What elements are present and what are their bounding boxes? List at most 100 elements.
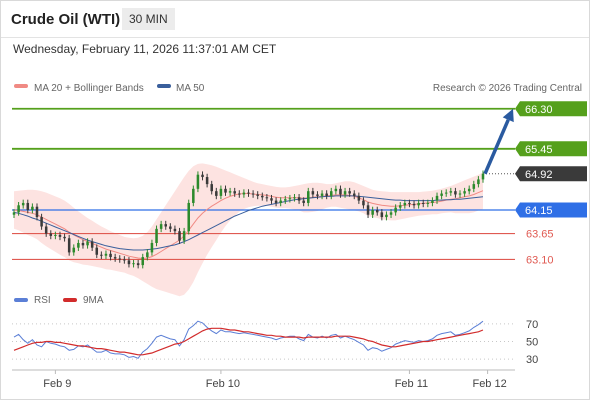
candle-body <box>311 191 315 195</box>
candle-body <box>467 188 471 192</box>
resistance-level-label: 65.45 <box>525 144 553 156</box>
x-tick-label: Feb 9 <box>43 378 71 390</box>
candle-body <box>205 177 209 185</box>
chart-datetime: Wednesday, February 11, 2026 11:37:01 AM… <box>13 42 277 56</box>
candle-body <box>224 188 227 193</box>
candle-body <box>348 191 351 194</box>
resistance-level-tag <box>515 101 587 117</box>
candle-body <box>417 202 420 206</box>
candle-body <box>132 263 135 265</box>
rsi-tick-label: 70 <box>526 319 538 331</box>
candle-body <box>316 194 319 196</box>
support-level-label: 63.65 <box>526 229 554 241</box>
rsi-legend-label: RSI <box>34 295 51 306</box>
candle-body <box>26 202 30 211</box>
candle-body <box>435 195 439 201</box>
pivot-level-tag <box>515 202 587 218</box>
candle-body <box>454 191 457 195</box>
candle-body <box>408 202 411 204</box>
candle-body <box>256 194 259 196</box>
candle-body <box>118 258 122 260</box>
candle-body <box>412 203 416 206</box>
candle-body <box>178 231 181 241</box>
candle-body <box>481 173 485 180</box>
candle-body <box>215 191 218 196</box>
timeframe-button[interactable]: 30 MIN <box>122 8 175 30</box>
rsi-tick-label: 50 <box>526 337 538 349</box>
candle-body <box>398 205 402 208</box>
candle-body <box>389 212 393 215</box>
candle-body <box>330 191 333 196</box>
bollinger-band-area <box>14 163 483 297</box>
rsi-legend-swatch <box>14 298 28 302</box>
candle-body <box>146 252 149 258</box>
candle-body <box>371 210 374 215</box>
candle-body <box>297 197 301 201</box>
ma9-legend-swatch <box>63 298 77 302</box>
candle-body <box>17 205 20 213</box>
candle-body <box>35 206 39 218</box>
candle-body <box>385 214 388 218</box>
candle-body <box>58 234 62 237</box>
candle-body <box>366 205 370 215</box>
x-tick-label: Feb 10 <box>206 378 240 390</box>
instrument-title: Crude Oil (WTI) <box>11 11 121 28</box>
credit-text: Research © 2026 Trading Central <box>433 83 582 94</box>
candle-body <box>63 236 66 239</box>
rsi-tick-label: 30 <box>526 354 538 366</box>
ma20-legend-swatch <box>14 84 28 88</box>
candle-body <box>242 192 246 195</box>
candle-body <box>284 199 287 201</box>
rsi-line <box>13 320 484 359</box>
candle-body <box>40 217 43 227</box>
chart-header: Crude Oil (WTI) 30 MIN <box>1 1 589 38</box>
candle-body <box>187 202 190 232</box>
ma50-legend-swatch <box>157 84 171 88</box>
candle-body <box>233 191 236 194</box>
candle-body <box>173 228 177 232</box>
ma20-legend-label: MA 20 + Bollinger Bands <box>34 83 144 94</box>
candle-body <box>44 226 48 234</box>
candle-body <box>270 198 273 201</box>
candle-body <box>458 193 462 195</box>
ma50-legend-label: MA 50 <box>176 83 205 94</box>
candle-body <box>320 193 324 196</box>
candle-body <box>210 184 213 192</box>
current-level-tag <box>515 166 587 182</box>
candle-body <box>219 188 223 196</box>
candle-body <box>247 192 250 194</box>
candle-body <box>77 242 80 248</box>
candle-body <box>477 179 480 185</box>
candle-body <box>12 212 16 215</box>
candle-body <box>265 197 269 199</box>
pivot-level-label: 64.15 <box>525 205 553 217</box>
candle-body <box>113 257 117 259</box>
candle-body <box>307 191 310 203</box>
candle-body <box>127 260 131 265</box>
candle-body <box>339 188 342 195</box>
candle-body <box>86 241 89 246</box>
candle-body <box>334 188 338 192</box>
candle-body <box>302 200 305 203</box>
candle-body <box>444 192 448 194</box>
candle-body <box>362 200 365 206</box>
candle-body <box>109 253 112 258</box>
candle-body <box>54 234 57 236</box>
candle-body <box>293 197 296 199</box>
candle-body <box>288 198 292 200</box>
candle-body <box>325 193 328 196</box>
resistance-level-tag <box>515 141 587 157</box>
candle-body <box>155 228 158 243</box>
current-level-label: 64.92 <box>525 169 553 181</box>
candle-body <box>31 206 34 211</box>
candle-body <box>472 184 476 189</box>
candle-body <box>431 200 434 203</box>
candle-body <box>440 193 443 196</box>
candle-body <box>463 191 466 194</box>
candle-body <box>201 174 204 178</box>
candle-body <box>159 224 163 229</box>
candle-body <box>274 200 278 203</box>
x-tick-label: Feb 12 <box>472 378 506 390</box>
